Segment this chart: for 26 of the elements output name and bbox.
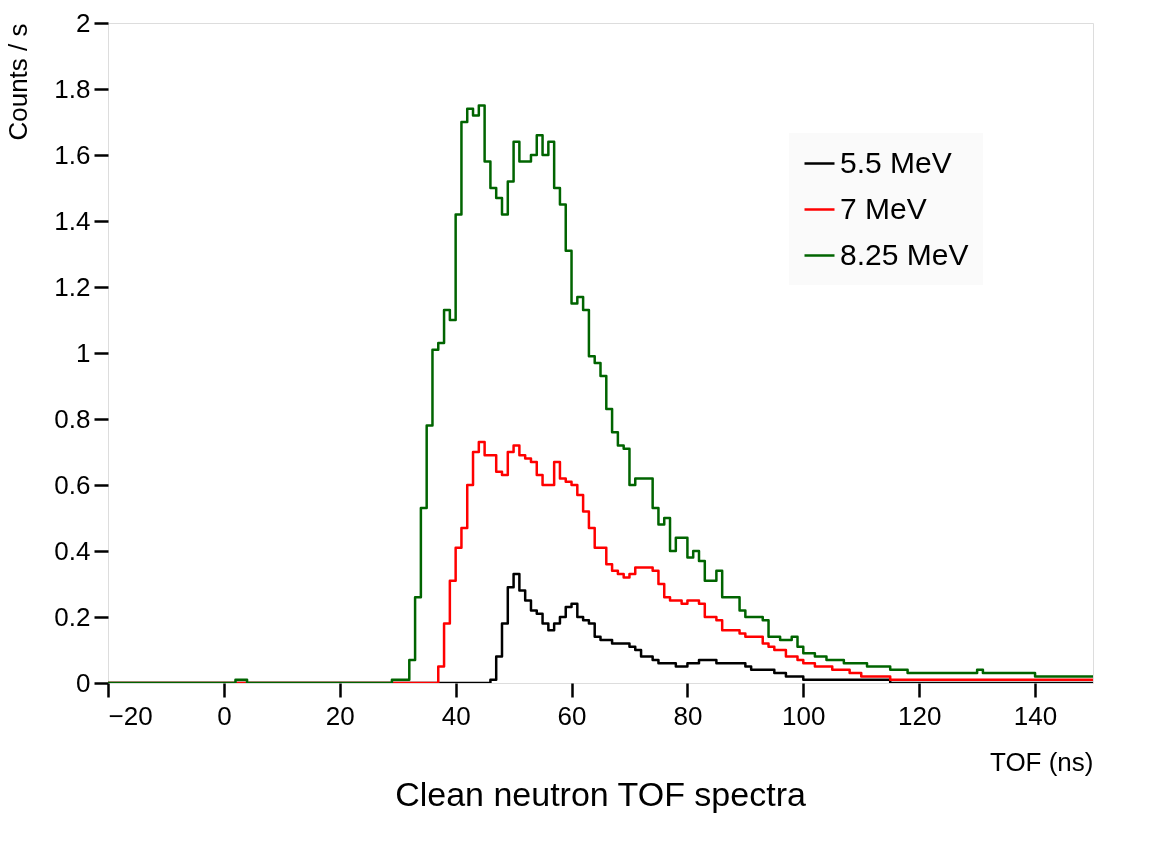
x-tick-label: 40 (441, 700, 471, 731)
x-tick-label: 140 (1013, 700, 1058, 731)
text: Clean neutron TOF spectra (395, 775, 806, 813)
x-tick-label: 20 (325, 700, 355, 731)
x-tick-label: 100 (782, 700, 826, 731)
y-tick-label: 0.4 (54, 535, 91, 566)
x-tick-label: 120 (897, 700, 942, 731)
legend-label: 5.5 MeV (840, 145, 952, 179)
y-tick-label: 0 (76, 667, 91, 698)
y-tick-label: 0.2 (54, 601, 91, 632)
legend-label: 8.25 MeV (840, 237, 969, 271)
legend-label: 7 MeV (840, 191, 927, 225)
y-tick-label: 0.8 (54, 403, 91, 434)
y-tick-label: 0.6 (54, 469, 91, 500)
y-axis-title: Counts / s (3, 23, 34, 141)
y-tick-label: 1.6 (54, 139, 91, 170)
x-axis-title: TOF (ns) (989, 746, 1094, 777)
x-tick-label: 0 (217, 700, 232, 731)
x-tick-label: 60 (557, 700, 587, 731)
y-tick-label: 1.8 (54, 73, 91, 104)
x-tick-label: 80 (673, 700, 703, 731)
y-tick-label: 1.4 (54, 205, 91, 236)
y-tick-label: 1 (76, 337, 91, 368)
x-tick-label: −20 (108, 700, 153, 731)
y-tick-label: 1.2 (54, 271, 91, 302)
y-tick-label: 2 (76, 7, 91, 38)
